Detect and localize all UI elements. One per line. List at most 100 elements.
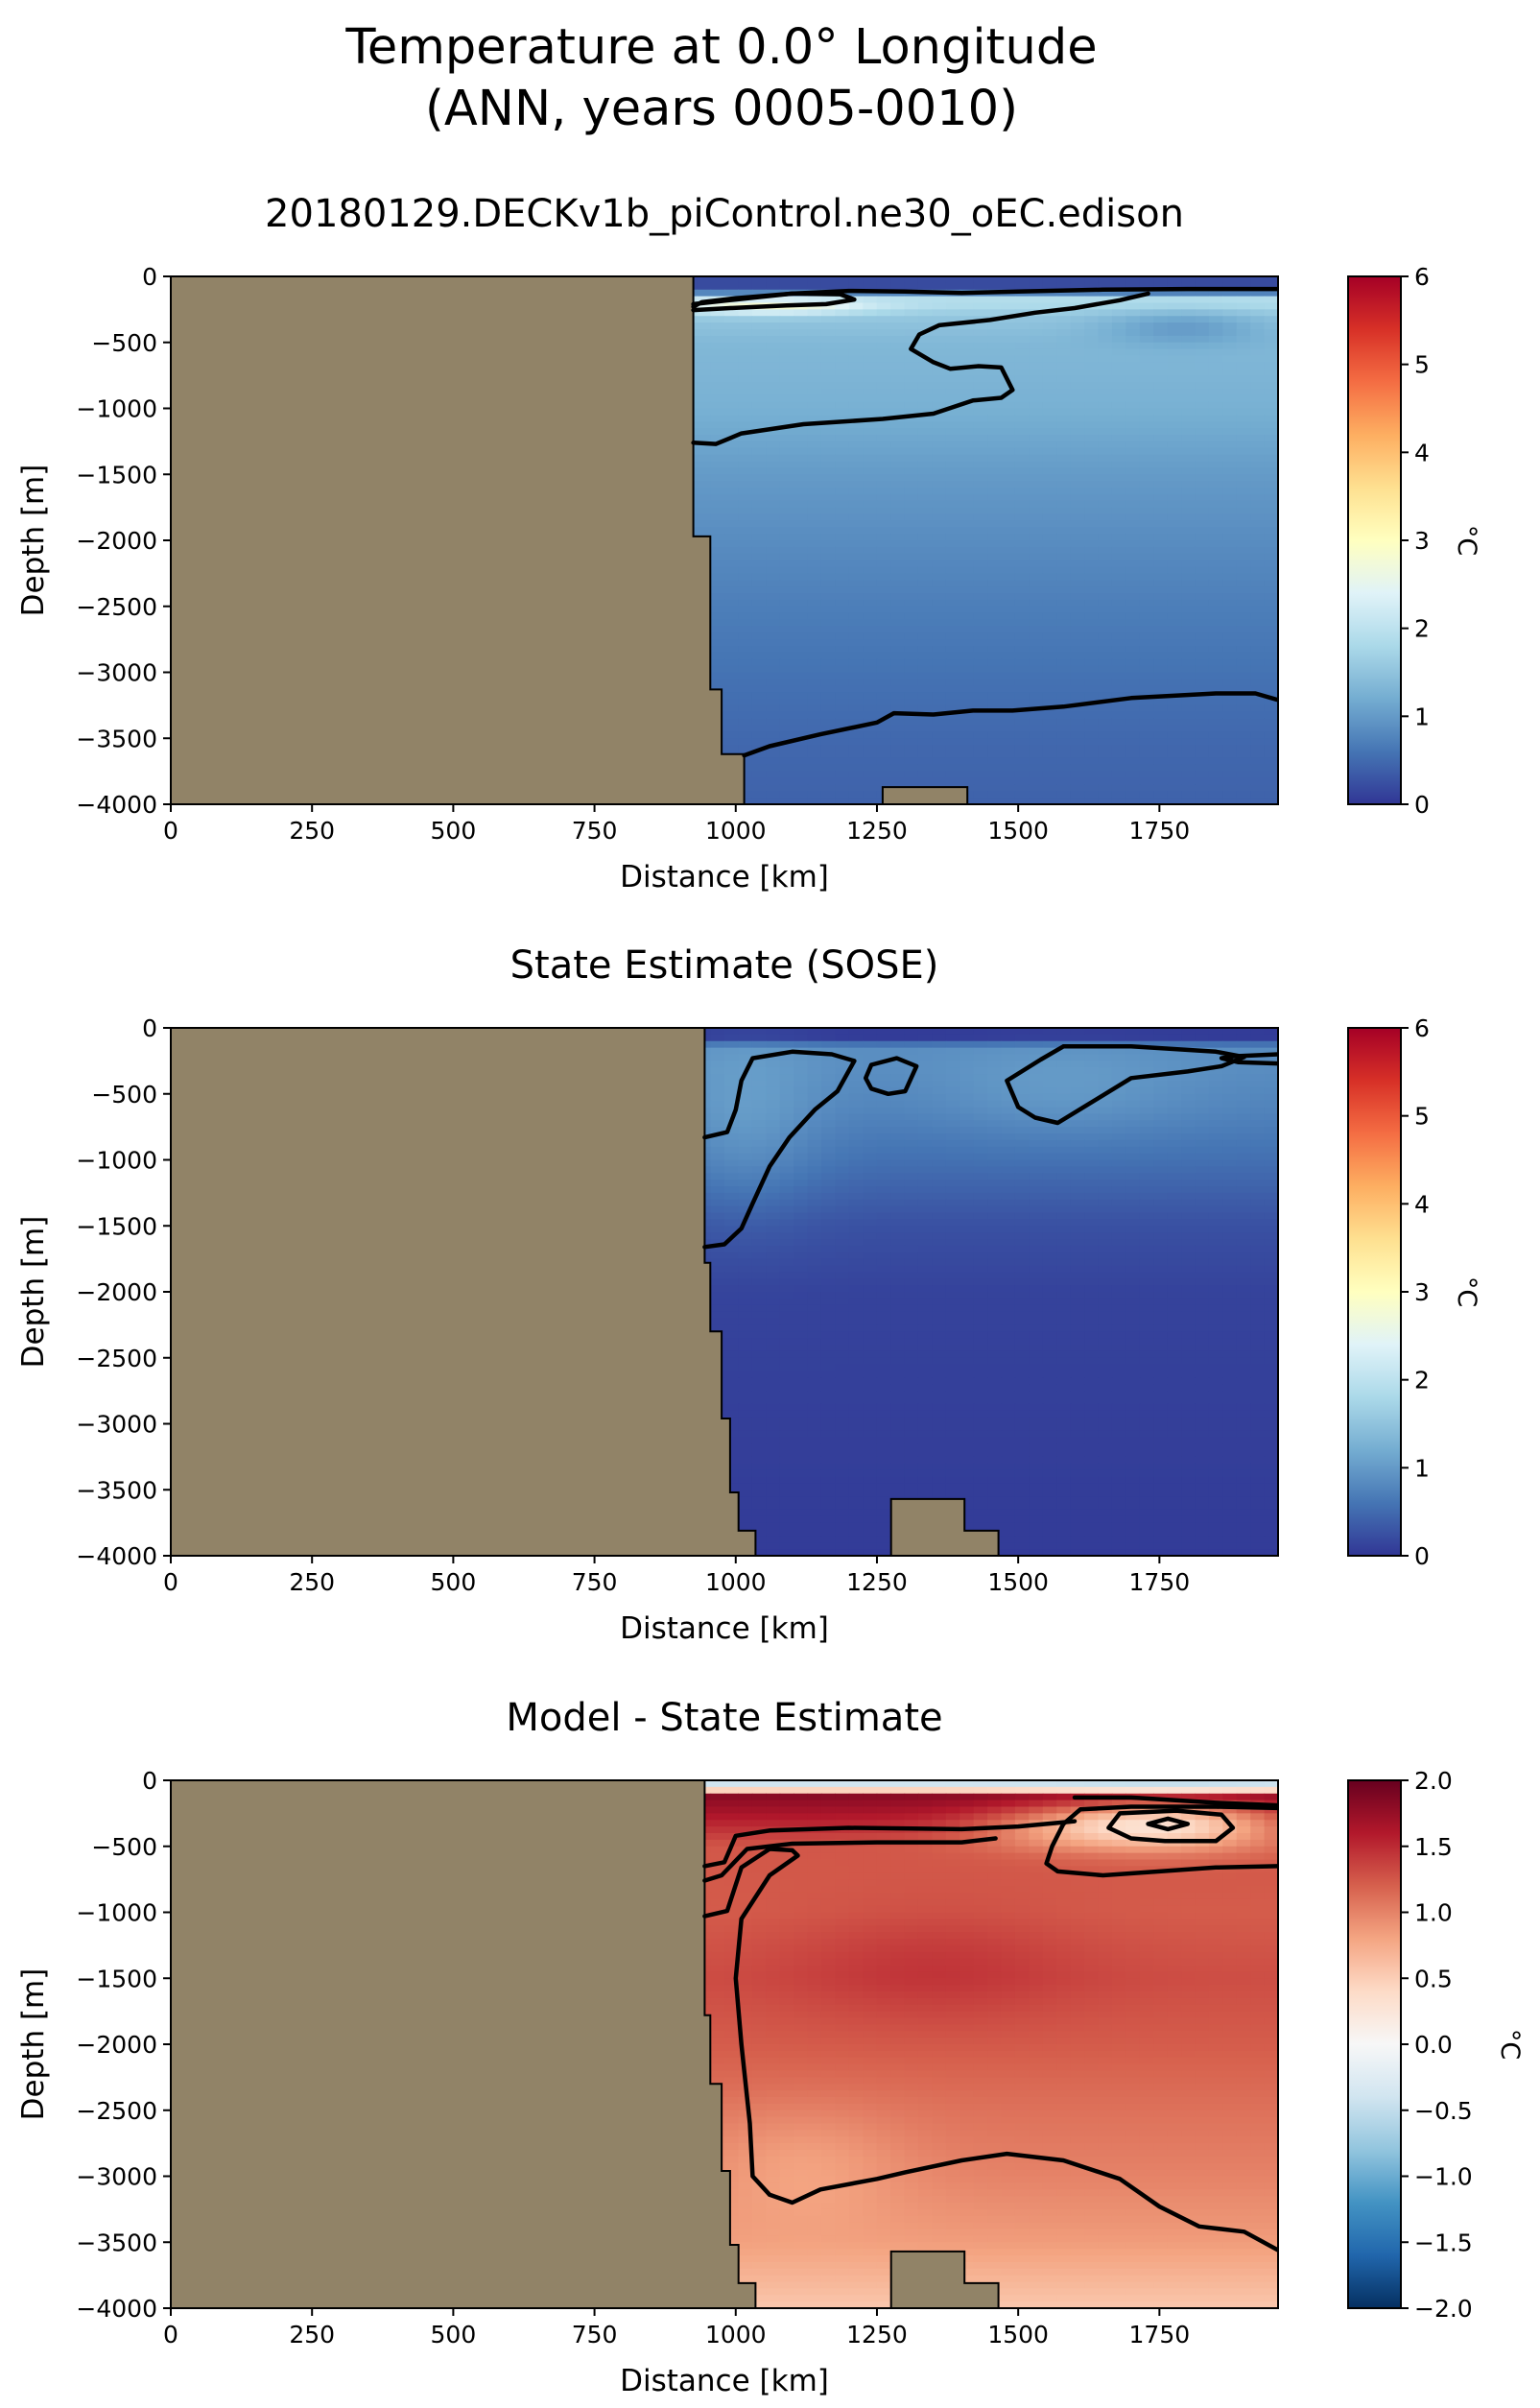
field-cell [973, 546, 988, 555]
field-cell [835, 580, 850, 587]
field-cell [738, 461, 753, 468]
field-cell [890, 580, 906, 587]
field-cell [917, 441, 933, 449]
field-cell [1222, 632, 1238, 640]
field-cell [738, 573, 753, 581]
field-cell [766, 580, 781, 587]
field-cell [1111, 362, 1126, 370]
field-cell [1125, 488, 1141, 495]
field-cell [904, 316, 919, 323]
field-cell [766, 348, 781, 357]
field-cell [1070, 639, 1085, 647]
field-cell [1111, 388, 1126, 396]
field-cell [835, 672, 850, 679]
field-cell [1125, 632, 1141, 640]
field-cell [724, 454, 740, 463]
field-cell [779, 435, 794, 442]
field-cell [1139, 441, 1154, 449]
field-cell [890, 382, 906, 390]
field-cell [1014, 481, 1030, 489]
field-cell [1111, 276, 1126, 284]
field-cell [1167, 593, 1182, 601]
field-cell [863, 553, 878, 561]
field-cell [1070, 375, 1085, 383]
field-cell [960, 619, 975, 627]
field-cell [1195, 302, 1210, 310]
field-cell [1208, 507, 1223, 515]
field-cell [1264, 500, 1278, 509]
field-cell [1250, 632, 1266, 640]
field-cell [794, 593, 809, 601]
field-cell [1139, 632, 1154, 640]
field-cell [1125, 415, 1141, 422]
field-cell [1167, 369, 1182, 376]
field-cell [1222, 534, 1238, 541]
field-cell [973, 639, 988, 647]
field-cell [1208, 362, 1223, 370]
field-cell [1111, 527, 1126, 535]
field-cell [1084, 507, 1100, 515]
field-cell [1236, 282, 1251, 291]
field-cell [820, 355, 836, 363]
field-cell [1098, 355, 1113, 363]
field-cell [890, 342, 906, 350]
field-cell [1014, 302, 1030, 310]
field-cell [1111, 401, 1126, 410]
field-cell [1125, 329, 1141, 337]
field-cell [820, 441, 836, 449]
field-cell [1084, 447, 1100, 456]
field-cell [1001, 646, 1016, 654]
field-cell [960, 580, 975, 587]
field-cell [1195, 488, 1210, 495]
field-cell [1250, 415, 1266, 422]
field-cell [1153, 435, 1169, 442]
field-cell [973, 375, 988, 383]
field-cell [1001, 540, 1016, 548]
field-cell [766, 322, 781, 330]
field-cell [1042, 626, 1057, 633]
field-cell [1042, 474, 1057, 482]
field-cell [1139, 322, 1154, 330]
field-cell [1167, 672, 1182, 679]
field-cell [1001, 335, 1016, 344]
field-cell [987, 527, 1003, 535]
field-cell [697, 289, 712, 298]
field-cell [835, 679, 850, 686]
field-cell [751, 679, 767, 686]
field-cell [904, 488, 919, 495]
field-cell [835, 546, 850, 555]
field-cell [1042, 415, 1057, 422]
field-cell [1181, 639, 1196, 647]
field-cell [710, 513, 725, 521]
field-cell [1056, 276, 1072, 284]
field-cell [779, 626, 794, 633]
field-cell [1084, 665, 1100, 674]
field-cell [1195, 566, 1210, 574]
field-cell [1167, 461, 1182, 468]
field-cell [738, 375, 753, 383]
field-cell [1111, 520, 1126, 528]
field-cell [710, 309, 725, 317]
field-cell [1208, 553, 1223, 561]
field-cell [987, 593, 1003, 601]
field-cell [932, 632, 947, 640]
field-cell [820, 488, 836, 495]
field-cell [1029, 302, 1044, 310]
field-cell [848, 513, 864, 521]
field-cell [1056, 507, 1072, 515]
field-cell [710, 461, 725, 468]
field-cell [738, 500, 753, 509]
field-cell [904, 369, 919, 376]
field-cell [807, 619, 822, 627]
field-cell [1153, 639, 1169, 647]
field-cell [835, 355, 850, 363]
field-cell [751, 580, 767, 587]
field-cell [876, 626, 891, 633]
field-cell [1264, 540, 1278, 548]
field-cell [1195, 401, 1210, 410]
field-cell [1236, 573, 1251, 581]
field-cell [1084, 342, 1100, 350]
field-cell [766, 658, 781, 667]
field-cell [1001, 461, 1016, 468]
field-cell [1195, 586, 1210, 594]
